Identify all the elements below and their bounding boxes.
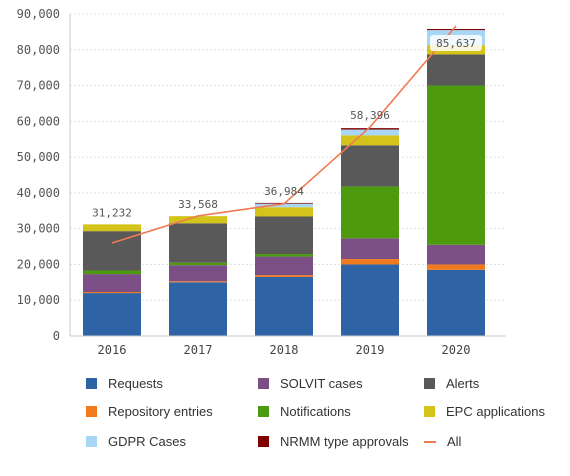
- legend-label: Repository entries: [108, 404, 213, 419]
- legend-label: All: [447, 434, 462, 449]
- bar-segment: [341, 259, 399, 265]
- bar-segment: [341, 264, 399, 336]
- total-line-path: [111, 25, 457, 244]
- chart-legend: Requests SOLVIT cases Alerts Repository ent…: [86, 376, 570, 472]
- bar-segment: [83, 231, 141, 271]
- x-tick-label: 2017: [184, 343, 213, 357]
- bar-segment: [255, 254, 313, 257]
- y-tick-label: 50,000: [17, 150, 60, 164]
- bar-segment: [341, 135, 399, 146]
- data-label-background: [430, 35, 482, 52]
- bar-segment: [169, 281, 227, 283]
- axes: [69, 14, 506, 337]
- bar-segment: [255, 216, 313, 255]
- bar-segment: [427, 85, 485, 245]
- bar-segment: [255, 275, 313, 277]
- y-axis-ticks: 0 10,000 20,000 30,000 40,000 50,000 60,000 70,…: [17, 7, 60, 343]
- legend-line-swatch: [424, 440, 436, 443]
- y-tick-label: 30,000: [17, 222, 60, 236]
- legend-color-swatch: [86, 406, 97, 417]
- bar-segment: [169, 223, 227, 263]
- legend-label: NRMM type approvals: [280, 434, 409, 449]
- bar-segment: [427, 264, 485, 270]
- legend-item: SOLVIT cases: [258, 376, 363, 391]
- bar-segment: [427, 29, 485, 31]
- x-tick-label: 2020: [442, 343, 471, 357]
- x-axis-ticks: 2016 2017 2018 2019 2020: [98, 343, 471, 357]
- x-tick-label: 2016: [98, 343, 127, 357]
- data-label: 33,568: [178, 198, 218, 211]
- bar-segment: [169, 282, 227, 336]
- legend-label: Alerts: [446, 376, 480, 391]
- y-tick-label: 70,000: [17, 79, 60, 93]
- x-tick-label: 2019: [356, 343, 385, 357]
- y-tick-label: 60,000: [17, 114, 60, 128]
- legend-item: Alerts: [424, 376, 479, 391]
- legend-item: NRMM type approvals: [258, 434, 409, 449]
- x-tick-label: 2018: [270, 343, 299, 357]
- bar-segment: [83, 270, 141, 275]
- data-labels: 31,232 33,568 36,984 58,396 85,637: [92, 35, 482, 219]
- legend-item: EPC applications: [424, 404, 545, 419]
- bar-segment: [427, 244, 485, 265]
- legend-color-swatch: [258, 436, 269, 447]
- data-label: 36,984: [264, 185, 304, 198]
- legend-color-swatch: [424, 378, 435, 389]
- legend-label: GDPR Cases: [108, 434, 187, 449]
- legend-item: Notifications: [258, 404, 351, 419]
- y-tick-label: 10,000: [17, 293, 60, 307]
- bar-segment: [427, 54, 485, 86]
- legend-label: Requests: [108, 376, 163, 391]
- legend-label: EPC applications: [446, 404, 545, 419]
- legend-item: Repository entries: [86, 404, 213, 419]
- bar-segment: [341, 128, 399, 130]
- bars: [83, 29, 485, 336]
- bar-segment: [255, 207, 313, 217]
- bar-segment: [169, 262, 227, 266]
- data-label: 85,637: [436, 37, 476, 50]
- bar-segment: [341, 129, 399, 136]
- bar-segment: [83, 293, 141, 336]
- bar-segment: [341, 145, 399, 187]
- bar-segment: [169, 216, 227, 224]
- y-tick-label: 40,000: [17, 186, 60, 200]
- legend-item: Requests: [86, 376, 163, 391]
- bar-segment: [83, 224, 141, 232]
- bar-segment: [83, 274, 141, 292]
- legend-color-swatch: [258, 378, 269, 389]
- y-tick-label: 20,000: [17, 257, 60, 271]
- total-line: [111, 25, 457, 244]
- bar-segment: [169, 265, 227, 282]
- legend-color-swatch: [258, 406, 269, 417]
- legend-color-swatch: [424, 406, 435, 417]
- bar-segment: [255, 256, 313, 276]
- bar-segment: [255, 276, 313, 336]
- bar-segment: [83, 291, 141, 294]
- legend-label: SOLVIT cases: [280, 376, 363, 391]
- legend-label: Notifications: [280, 404, 351, 419]
- bar-segment: [255, 203, 313, 208]
- bar-segment: [341, 186, 399, 239]
- legend-color-swatch: [86, 436, 97, 447]
- bar-segment: [427, 269, 485, 336]
- legend-item: All: [424, 434, 461, 449]
- y-tick-label: 80,000: [17, 43, 60, 57]
- y-tick-label: 0: [53, 329, 60, 343]
- bar-segment: [341, 238, 399, 260]
- legend-color-swatch: [86, 378, 97, 389]
- stacked-bar-chart: 0 10,000 20,000 30,000 40,000 50,000 60,000 70,…: [17, 7, 506, 357]
- y-tick-label: 90,000: [17, 7, 60, 21]
- data-label: 31,232: [92, 206, 132, 219]
- data-label: 58,396: [350, 109, 390, 122]
- legend-item: GDPR Cases: [86, 434, 186, 449]
